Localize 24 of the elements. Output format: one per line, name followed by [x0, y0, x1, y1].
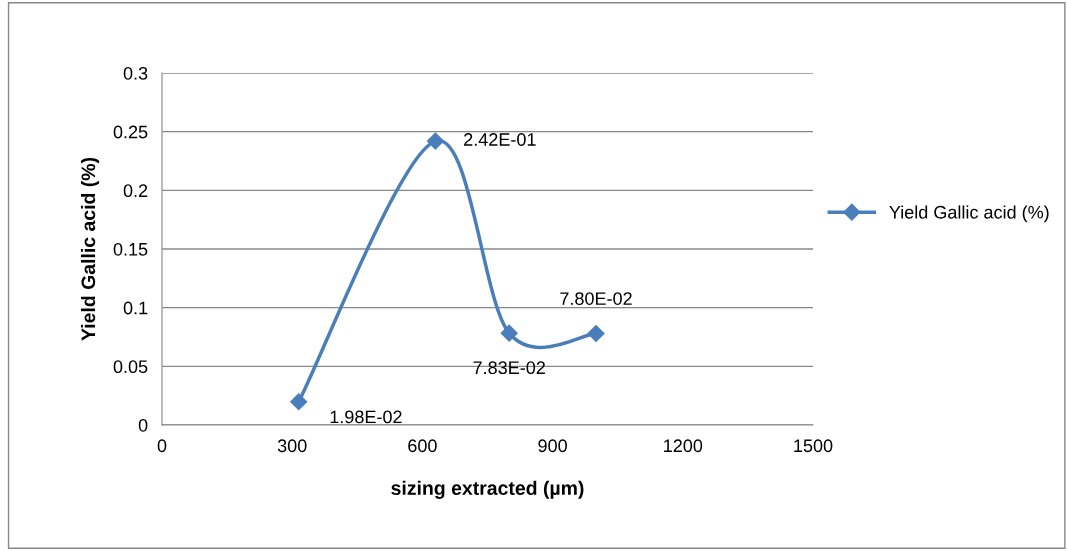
y-tick-label: 0.2: [123, 184, 148, 198]
y-tick-label: 0.05: [113, 360, 148, 374]
data-label: 7.83E-02: [473, 361, 545, 375]
x-tick-label: 0: [157, 439, 167, 453]
point: [290, 393, 308, 411]
legend-label: Yield Gallic acid (%): [889, 205, 1049, 223]
y-tick-label: 0: [138, 418, 148, 432]
x-tick-label: 1200: [664, 439, 703, 453]
y-tick-label: 0.3: [123, 66, 148, 80]
point: [500, 324, 518, 342]
data-label: 7.80E-02: [560, 292, 632, 305]
y-tick-label: 0.15: [113, 242, 148, 256]
point: [426, 132, 444, 150]
x-tick-label: 1500: [794, 439, 833, 453]
data-label: 2.42E-01: [464, 133, 536, 146]
x-axis-title: sizing extracted (µm): [391, 480, 584, 499]
data-label: 1.98E-02: [330, 410, 402, 424]
y-tick-label: 0.1: [123, 301, 148, 315]
x-tick-label: 300: [277, 439, 307, 453]
x-tick-label: 900: [538, 439, 567, 453]
point: [587, 324, 605, 343]
y-axis-title: Yield Gallic acid (%): [80, 157, 100, 341]
y-tick-label: 0.25: [113, 125, 148, 139]
x-tick-label: 600: [408, 439, 437, 453]
